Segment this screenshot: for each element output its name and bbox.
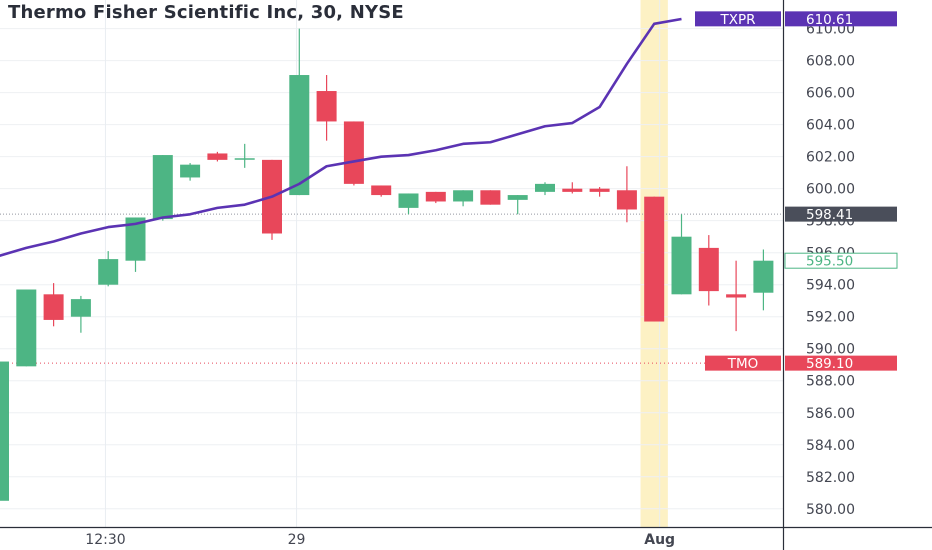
y-tick-label: 580.00 xyxy=(806,502,855,518)
badge-value: 595.50 xyxy=(806,254,853,270)
y-tick-label: 608.00 xyxy=(806,54,855,70)
candle-up xyxy=(535,182,555,196)
candle-down xyxy=(616,166,637,223)
x-tick-label: 12:30 xyxy=(85,532,125,548)
badge-box xyxy=(785,355,897,371)
candle-body xyxy=(589,188,610,192)
last-price-badge: 595.50 xyxy=(784,252,898,270)
candle-down xyxy=(480,190,501,205)
y-tick-label: 584.00 xyxy=(806,438,855,454)
candle-body xyxy=(316,91,337,122)
y-tick-label: 594.00 xyxy=(806,278,855,294)
candle-up xyxy=(180,163,201,181)
badge-box xyxy=(785,206,897,222)
candle-body xyxy=(425,191,446,202)
badge-value: 610.61 xyxy=(806,12,853,28)
badge-box xyxy=(785,11,897,27)
badge-value: 598.41 xyxy=(806,207,853,223)
candle-up xyxy=(671,214,692,295)
y-tick-label: 590.00 xyxy=(806,342,855,358)
candle-up xyxy=(70,295,91,333)
candle-body xyxy=(343,121,364,184)
badge-label-box xyxy=(695,11,781,27)
x-tick-label: 29 xyxy=(288,532,306,548)
y-tick-label: 588.00 xyxy=(806,374,855,390)
candle-up xyxy=(753,249,774,311)
candle-up xyxy=(507,195,528,215)
candle-body xyxy=(234,158,255,160)
candle-body xyxy=(453,190,474,202)
candle-body xyxy=(152,155,173,220)
candle-body xyxy=(480,190,501,205)
candle-up xyxy=(16,289,37,367)
candle-body xyxy=(70,299,91,317)
candle-up xyxy=(98,251,119,287)
symbol-price-badge: 589.10 TMO xyxy=(705,355,897,372)
y-tick-label: 604.00 xyxy=(806,118,855,134)
y-tick-label: 586.00 xyxy=(806,406,855,422)
y-tick-label: 606.00 xyxy=(806,86,855,102)
badge-value: 589.10 xyxy=(806,356,853,372)
candle-body xyxy=(562,188,583,192)
compare-series-line xyxy=(0,17,682,257)
badge-label: TXPR xyxy=(719,12,755,28)
candle-up xyxy=(152,155,173,221)
candle-body xyxy=(289,75,310,196)
candle-body xyxy=(0,361,9,501)
candle-up xyxy=(398,193,419,215)
candle-body xyxy=(726,294,747,298)
compare-price-badge: 610.61 TXPR xyxy=(695,11,897,28)
candle-up xyxy=(289,28,310,196)
candle-body xyxy=(180,164,201,178)
y-tick-label: 602.00 xyxy=(806,150,855,166)
price-scale xyxy=(783,0,932,550)
candle-up xyxy=(0,361,9,501)
candle-body xyxy=(698,247,719,292)
crosshair-price-badge: 598.41 xyxy=(785,206,897,223)
y-tick-label: 582.00 xyxy=(806,470,855,486)
candle-body xyxy=(753,260,774,293)
candle-down xyxy=(207,151,228,162)
badge-label-box xyxy=(705,355,781,371)
y-tick-label: 600.00 xyxy=(806,182,855,198)
badge-box xyxy=(784,252,898,269)
badge-label: TMO xyxy=(727,356,759,372)
candle-body xyxy=(98,259,119,285)
candle-body xyxy=(207,153,228,160)
candle-down xyxy=(43,283,64,327)
candle-body xyxy=(16,289,37,367)
candle-body xyxy=(371,185,392,196)
candle-down xyxy=(425,191,446,204)
candle-body xyxy=(671,236,692,295)
x-tick-label: Aug xyxy=(644,532,675,548)
candle-body xyxy=(616,190,637,210)
candle-body xyxy=(644,196,665,322)
candle-body xyxy=(507,195,528,200)
candle-down xyxy=(698,235,719,306)
candle-body xyxy=(398,193,419,208)
candle-down xyxy=(562,182,583,194)
candle-body xyxy=(43,294,64,320)
candle-up xyxy=(453,190,474,207)
candle-down xyxy=(589,187,610,197)
candle-up xyxy=(125,217,146,272)
candle-down xyxy=(316,75,337,141)
candle-down xyxy=(726,260,747,332)
candle-down xyxy=(371,185,392,197)
candle-body xyxy=(125,217,146,261)
y-tick-label: 592.00 xyxy=(806,310,855,326)
candle-up xyxy=(234,143,255,168)
candle-down xyxy=(343,121,364,186)
candle-down xyxy=(644,196,665,322)
chart-title: Thermo Fisher Scientific Inc, 30, NYSE xyxy=(8,2,404,23)
candle-body xyxy=(535,183,555,192)
